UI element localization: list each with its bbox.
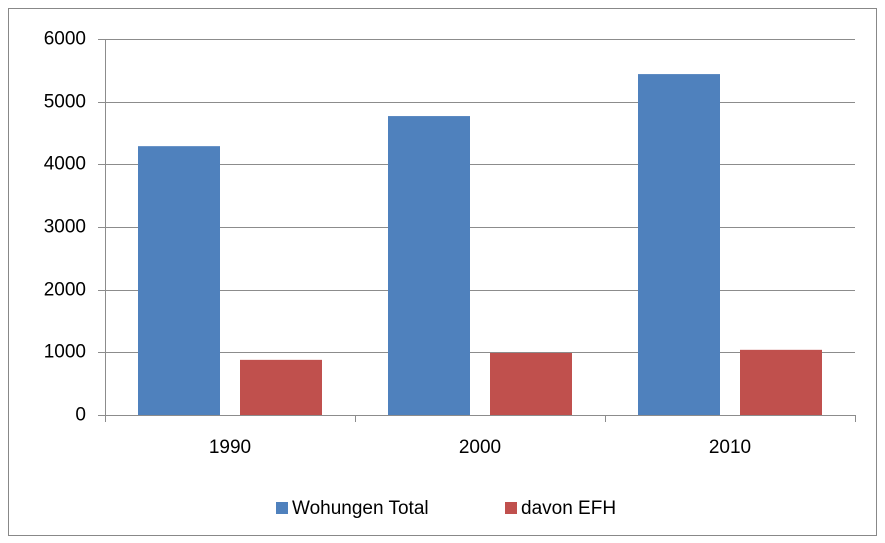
x-tick-label: 2010 [709, 437, 751, 458]
y-tick-label: 4000 [44, 154, 86, 175]
y-tick-label: 1000 [44, 342, 86, 363]
bar [388, 116, 470, 415]
bar [240, 359, 322, 415]
y-tick-label: 2000 [44, 280, 86, 301]
bar [490, 352, 572, 415]
y-tick-label: 3000 [44, 217, 86, 238]
y-tick-label: 5000 [44, 92, 86, 113]
legend-label: davon EFH [521, 498, 616, 519]
y-tick-label: 0 [75, 405, 86, 426]
y-tick-label: 6000 [44, 29, 86, 50]
legend-swatch [276, 502, 288, 514]
bar [138, 146, 220, 415]
legend-label: Wohungen Total [292, 498, 429, 519]
x-tick-label: 1990 [209, 437, 251, 458]
bar [638, 74, 720, 416]
bar [740, 349, 822, 415]
legend-swatch [505, 502, 517, 514]
x-tick-label: 2000 [459, 437, 501, 458]
